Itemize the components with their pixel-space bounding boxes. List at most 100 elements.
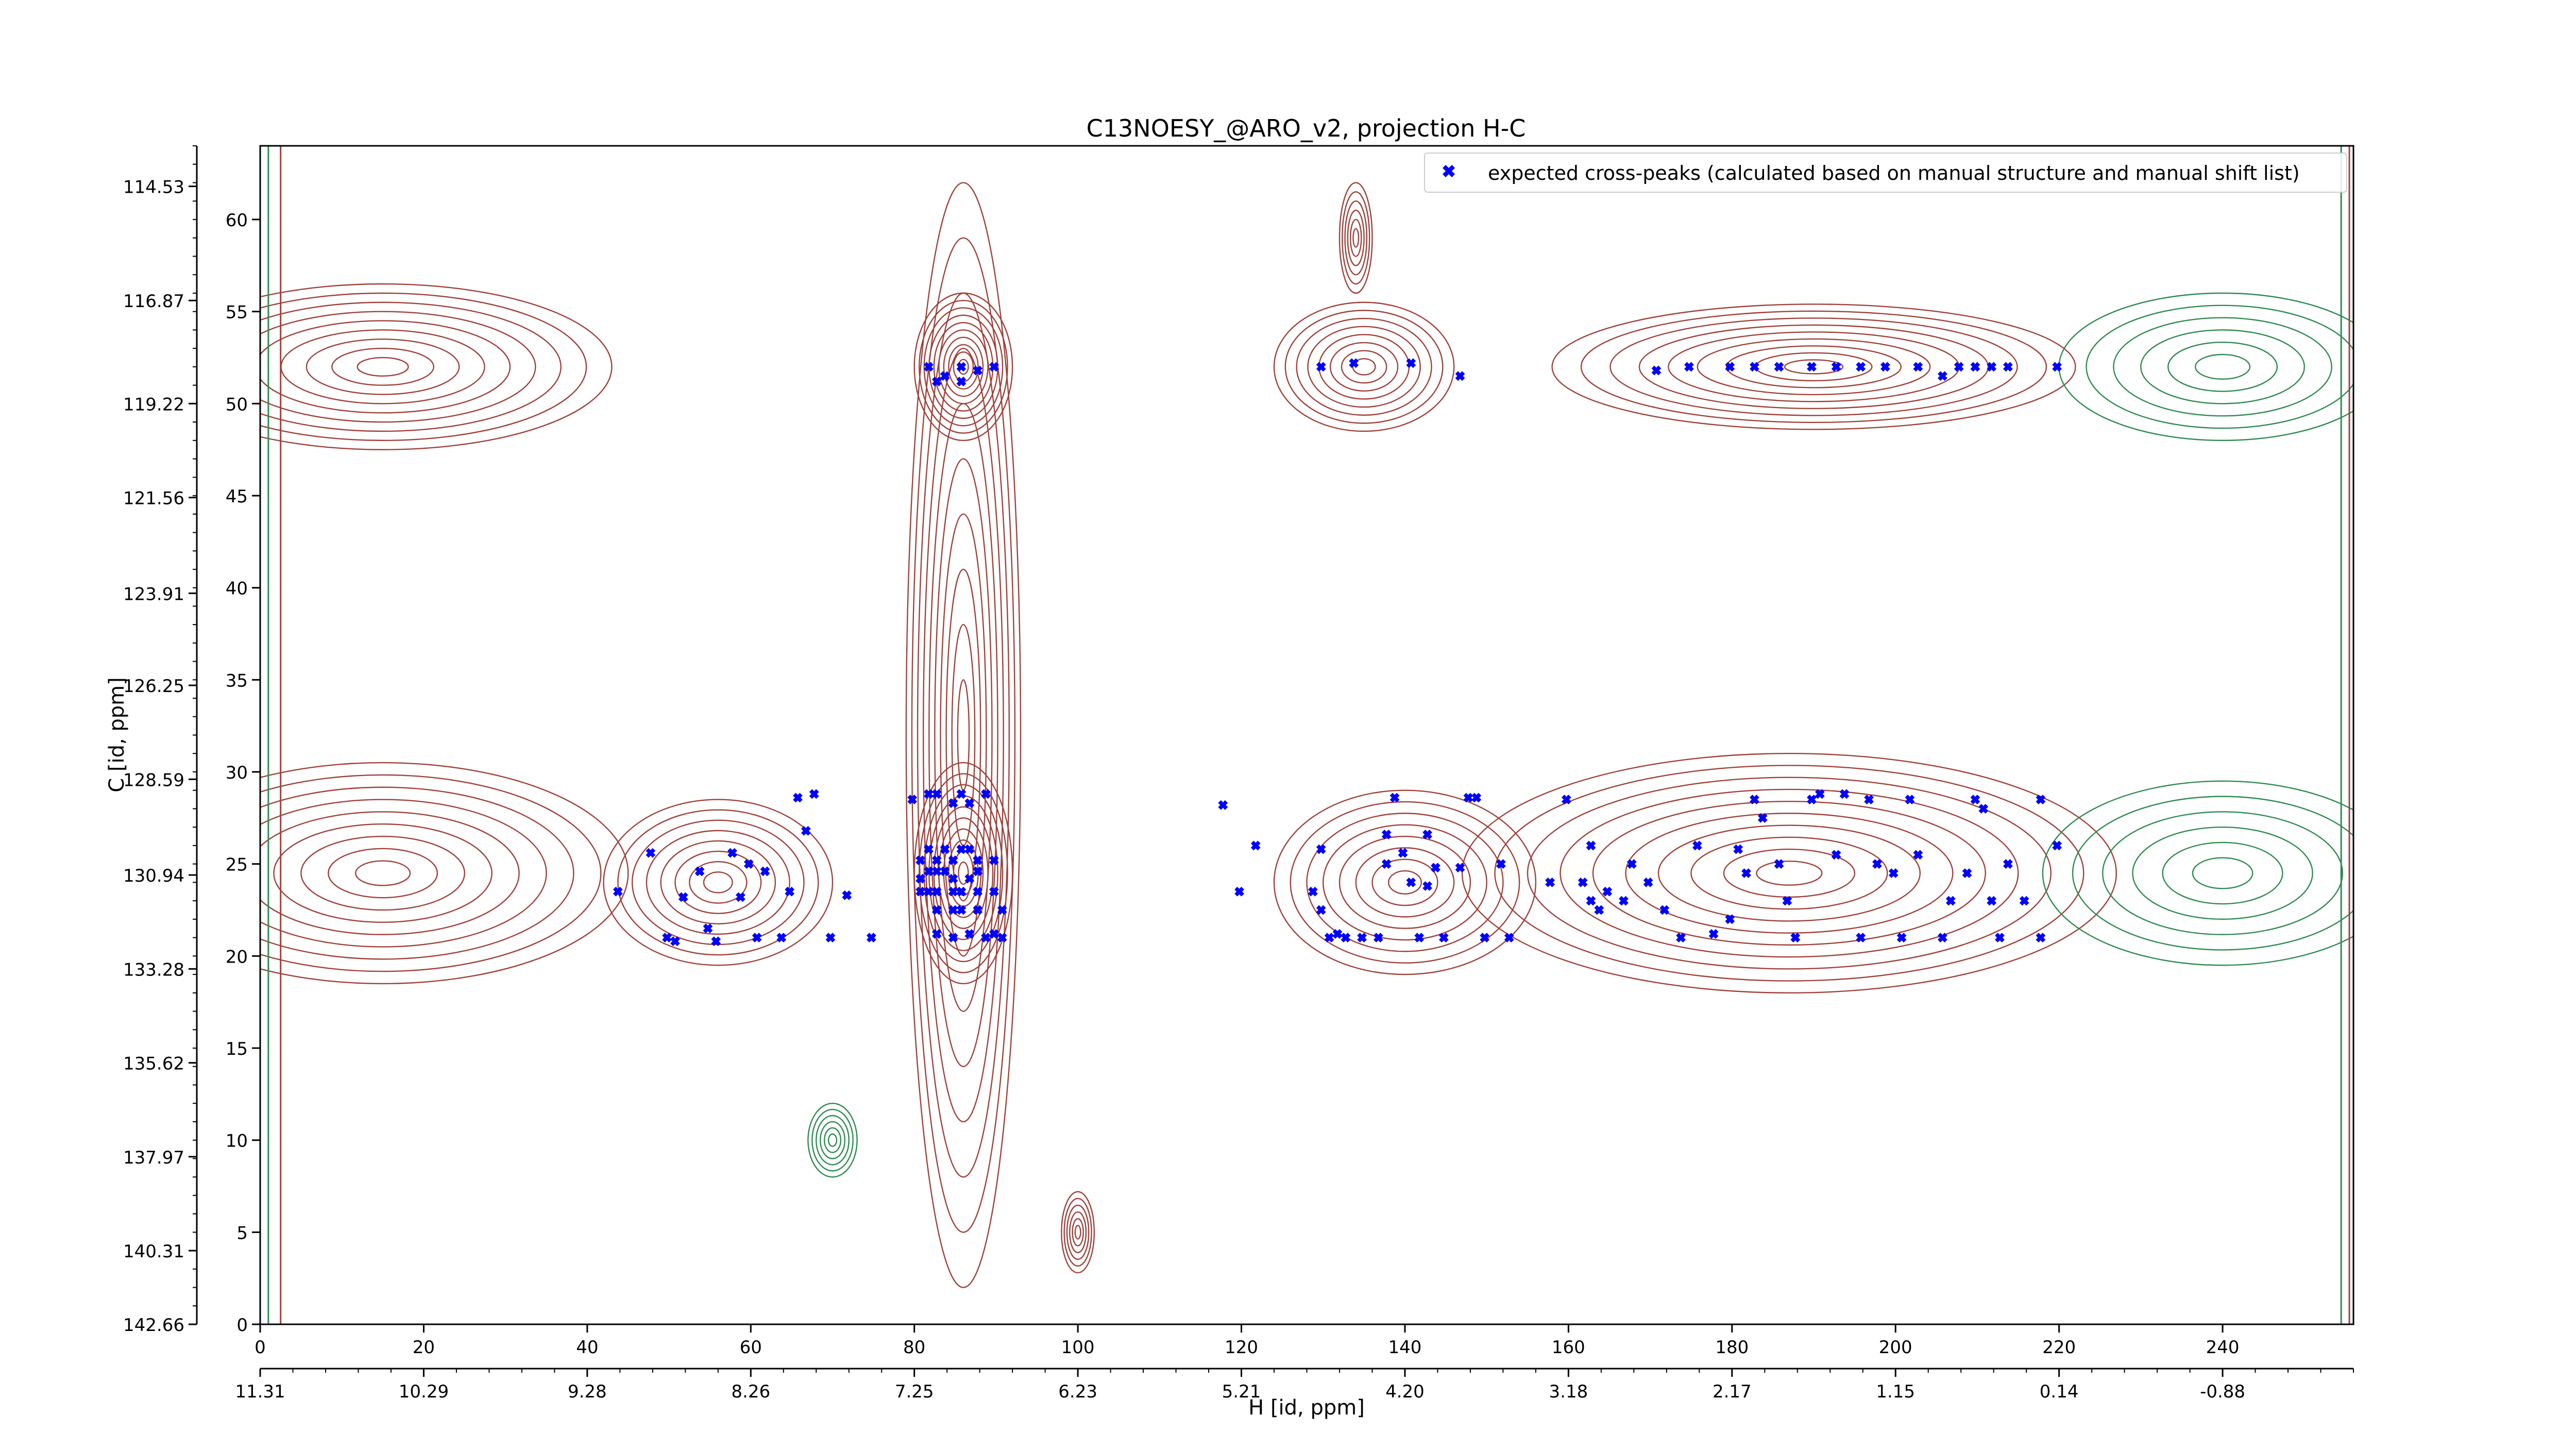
contour-band [2192,857,2253,889]
contour-feature [816,1115,850,1166]
peak-marker [997,933,1007,942]
contour-band [703,871,733,894]
peak-marker [1676,933,1686,942]
peak-marker [1218,800,1228,810]
contour-band [2086,305,2353,429]
peak-marker [1398,848,1408,858]
peak-marker [1790,933,1801,942]
peak-marker [1316,905,1326,915]
contour-band [1371,858,1438,906]
peak-marker [1880,362,1890,372]
contour-band [948,344,979,390]
contour-feature [1342,191,1370,285]
x-ppm-tick-label: 8.26 [731,1381,770,1402]
contour-band [273,823,493,923]
contour-band [1784,359,1844,375]
x-ppm-tick-label: 1.15 [1876,1381,1915,1402]
peak-marker [866,933,876,942]
y-ppm-tick-label: 121.56 [123,488,184,509]
peak-marker [785,886,795,897]
contour-band [919,773,1008,973]
peak-marker [989,886,999,897]
y-tick-label: 35 [226,670,248,691]
contour-feature [1338,182,1373,294]
y-tick-label: 0 [236,1315,248,1336]
peak-marker [1896,933,1907,942]
contour-band [260,311,536,423]
peak-marker [931,886,942,897]
contour-band [2102,811,2344,935]
contour-band [1355,847,1455,918]
contour-band [260,786,574,960]
peak-marker [948,798,958,808]
peak-marker [735,892,745,902]
peak-marker [1807,795,1817,804]
contour-band [646,830,790,935]
peak-marker [1422,830,1432,839]
peak-marker [940,844,950,854]
peak-marker [703,923,713,934]
peak-marker [825,933,836,942]
contour-band [923,307,1004,427]
contour-band [2194,353,2251,380]
peak-marker [916,873,925,884]
x-ppm-axis: 11.31 10.29 9.28 8.26 7.25 6.23 5.21 4.20 3.18 2.… [235,1368,2354,1402]
peak-marker [1913,850,1923,860]
contour-feature [1074,1225,1081,1240]
peak-marker [1594,905,1604,915]
x-tick-label: 200 [1879,1337,1912,1358]
peak-marker [1316,362,1326,372]
peak-marker [1406,877,1416,887]
x-ppm-tick-label: -0.88 [2200,1381,2245,1402]
contour-band [1284,310,1444,424]
y-tick-label: 15 [226,1039,248,1059]
peak-markers [613,358,2062,947]
peak-marker [2003,859,2013,869]
contour-band [328,848,438,899]
peak-marker [1357,933,1367,942]
legend: expected cross-peaks (calculated based o… [1424,153,2347,193]
peak-marker [1414,933,1425,942]
contour-band [689,861,748,904]
peak-marker [1316,844,1326,854]
contour-band [1461,753,2117,993]
y-tick-label: 40 [226,579,248,599]
peak-marker [1651,365,1662,376]
contour-band [1580,310,2047,424]
peak-marker [973,365,983,376]
contour-band [260,301,562,432]
peak-marker [1839,789,1850,799]
contour-band [2072,796,2353,951]
contour-feature [1069,1211,1087,1253]
peak-marker [948,873,958,884]
contour-band [260,292,587,441]
peak-marker [1888,868,1899,878]
peak-marker [1504,933,1514,942]
contour-feature [1061,1191,1095,1274]
contour-band [1726,345,1902,389]
contour-band [945,568,981,902]
x-ppm-tick-label: 5.21 [1222,1381,1261,1402]
x-tick-label: 40 [576,1337,598,1358]
y-ppm-tick-label: 119.22 [123,394,184,415]
peak-marker [989,855,999,865]
peak-marker [931,905,942,915]
peak-marker [1864,795,1874,804]
contour-band [1560,788,2019,958]
contour-band [958,861,969,885]
contour-feature [827,1133,838,1147]
contour-band [1338,835,1471,929]
x-ppm-tick-label: 11.31 [235,1381,285,1402]
contour-feature [1347,209,1365,266]
peak-marker [1234,886,1244,897]
peak-marker [1626,859,1637,869]
contour-band [603,799,834,966]
x-tick-label: 220 [2042,1337,2076,1358]
contour-band [306,339,460,395]
contour-band [911,237,1016,1233]
peak-marker [1455,371,1465,381]
contour-band [913,762,1013,985]
peak-marker [842,890,852,900]
x-tick-label: 160 [1552,1337,1585,1358]
peak-marker [646,848,656,858]
